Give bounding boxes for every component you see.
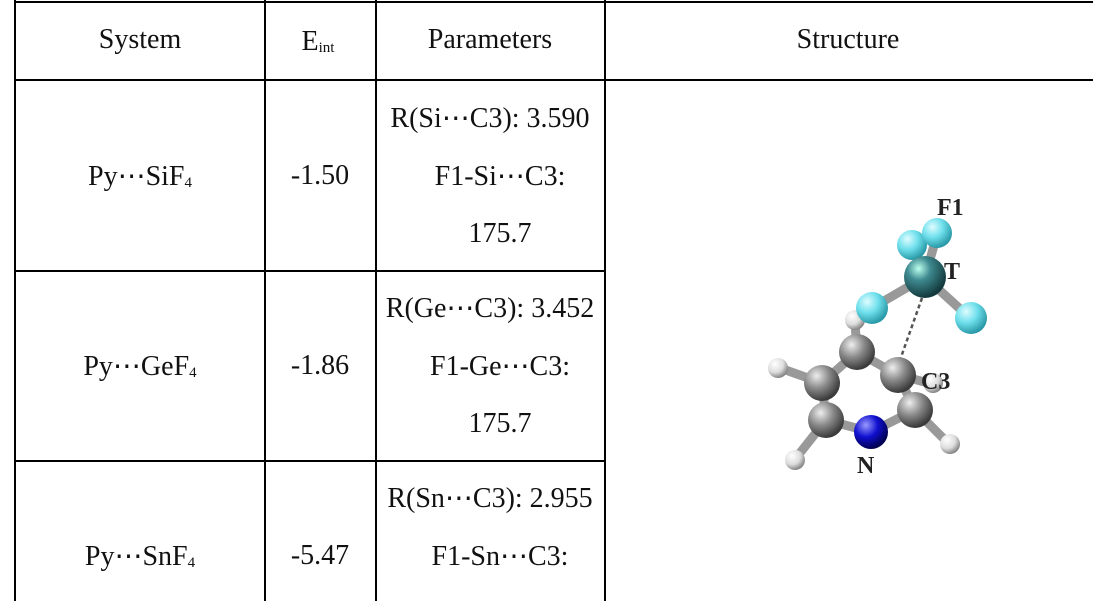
atoms: [768, 218, 987, 470]
atom-label: T: [944, 259, 960, 285]
atom-label: N: [857, 453, 875, 479]
structure-image: F1 T C3 N: [0, 0, 1093, 601]
page: {"header": {"system": "System", "eint": …: [0, 0, 1093, 601]
atom-label: C3: [921, 369, 950, 395]
interaction: [900, 298, 922, 360]
atom-label: F1: [937, 195, 964, 221]
